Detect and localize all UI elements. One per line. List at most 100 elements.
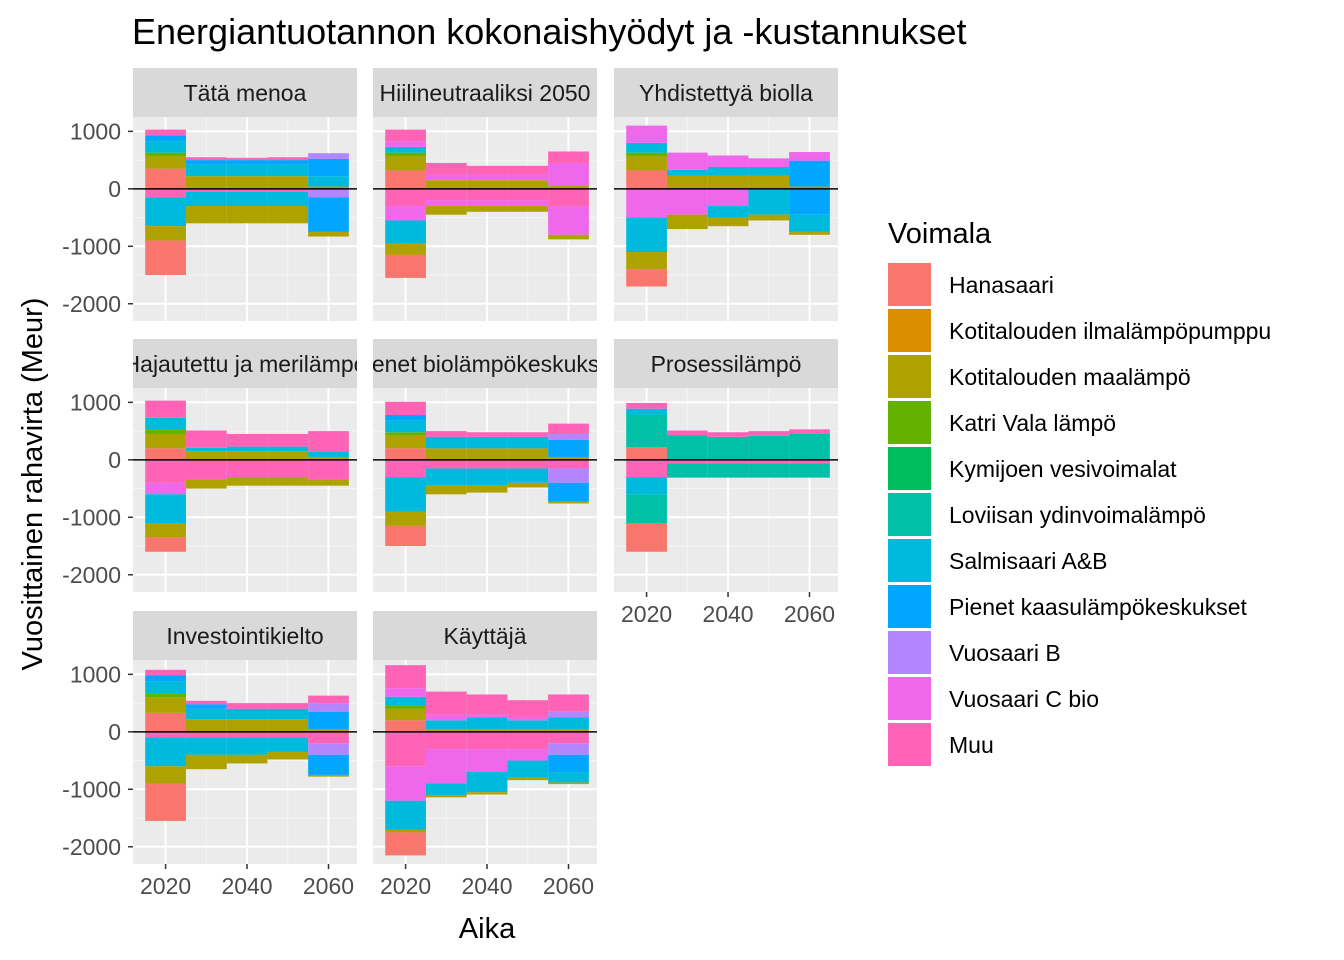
bar-segment-muu: [425, 459, 467, 469]
legend-label: Kotitalouden ilmalämpöpumppu: [949, 318, 1271, 344]
bar-segment-muu: [226, 433, 268, 447]
legend-label: Muu: [949, 732, 994, 758]
bar-segment-vuosaari-c-bio: [507, 200, 549, 207]
bar-segment-kotitalouden-maal-mp: [507, 180, 549, 189]
bar-segment-kotitalouden-maal-mp: [707, 217, 749, 227]
bar-segment-vuosaari-c-bio: [425, 200, 467, 207]
legend-label: Kotitalouden maalämpö: [949, 364, 1191, 390]
bar-segment-loviisan-ydinvoimal-mp: [789, 463, 830, 478]
x-tick-label: 2060: [543, 873, 594, 899]
legend-item-kymijoen-vesivoimalat: Kymijoen vesivoimalat: [888, 447, 1177, 490]
stacked-bars: [626, 402, 830, 552]
bar-segment-kotitalouden-maal-mp: [308, 231, 349, 237]
bar-segment-vuosaari-c-bio: [466, 200, 508, 207]
bar-segment-salmisaari-a-b: [425, 468, 467, 486]
bar-segment-muu: [626, 402, 667, 409]
x-tick-label: 2040: [702, 601, 753, 627]
bar-segment-vuosaari-c-bio: [666, 188, 708, 215]
bar-segment-muu: [507, 700, 549, 718]
bar-segment-kotitalouden-maal-mp: [548, 456, 589, 460]
bar-segment-katri-vala-l-mp: [385, 705, 426, 709]
bar-segment-muu: [548, 731, 589, 744]
bar-segment-kotitalouden-maal-mp: [185, 206, 227, 224]
bar-segment-kotitalouden-maal-mp: [385, 511, 426, 526]
bar-segment-muu: [308, 731, 349, 744]
bar-segment-vuosaari-b: [548, 743, 589, 755]
bar-segment-salmisaari-a-b: [385, 800, 426, 830]
bar-segment-salmisaari-a-b: [308, 451, 349, 457]
bar-segment-muu: [626, 459, 667, 478]
bar-segment-kotitalouden-maal-mp: [789, 231, 830, 235]
bar-segment-salmisaari-a-b: [226, 191, 268, 207]
bar-segment-muu: [748, 431, 790, 436]
stacked-bars: [145, 129, 349, 276]
bar-segment-pienet-kaasul-mp-keskukset: [308, 197, 349, 232]
stacked-bars: [385, 129, 589, 278]
bar-segment-pienet-kaasul-mp-keskukset: [145, 675, 186, 682]
bar-segment-hanasaari: [145, 783, 186, 821]
bar-segment-katri-vala-l-mp: [145, 152, 186, 157]
bar-segment-kotitalouden-maal-mp: [425, 180, 467, 189]
bar-segment-muu: [185, 731, 227, 738]
y-tick-label: -1000: [62, 776, 121, 802]
bar-segment-vuosaari-c-bio: [748, 158, 790, 167]
bar-segment-muu: [425, 431, 467, 437]
legend-swatch: [888, 355, 931, 398]
bar-segment-vuosaari-c-bio: [425, 714, 467, 721]
bar-segment-kotitalouden-maal-mp: [548, 185, 589, 189]
bar-segment-vuosaari-b: [308, 703, 349, 712]
bar-segment-muu: [308, 695, 349, 704]
bar-segment-kotitalouden-maal-mp: [507, 448, 549, 460]
bar-segment-pienet-kaasul-mp-keskukset: [308, 754, 349, 775]
bar-segment-muu: [466, 432, 508, 437]
bar-segment-muu: [385, 665, 426, 689]
bar-segment-salmisaari-a-b: [789, 214, 830, 232]
bar-segment-salmisaari-a-b: [626, 477, 667, 495]
legend-label: Hanasaari: [949, 272, 1054, 298]
bar-segment-kotitalouden-maal-mp: [185, 719, 227, 732]
bar-segment-salmisaari-a-b: [308, 176, 349, 187]
bar-segment-muu: [267, 459, 309, 478]
bar-segment-muu: [666, 430, 708, 436]
bar-segment-kotitalouden-maal-mp: [789, 186, 830, 189]
bar-segment-kotitalouden-maal-mp: [425, 485, 467, 495]
y-tick-label: -2000: [62, 562, 121, 588]
bar-segment-salmisaari-a-b: [507, 760, 549, 778]
bar-segment-vuosaari-c-bio: [548, 206, 589, 235]
bar-segment-kotitalouden-maal-mp: [385, 156, 426, 171]
bar-segment-loviisan-ydinvoimal-mp: [789, 433, 830, 460]
bar-segment-salmisaari-a-b: [707, 206, 749, 218]
bar-segment-muu: [226, 703, 268, 709]
bar-segment-muu: [267, 157, 309, 161]
legend-item-loviisan-ydinvoimal-mp: Loviisan ydinvoimalämpö: [888, 493, 1206, 536]
bar-segment-muu: [385, 188, 426, 207]
x-tick-label: 2020: [621, 601, 672, 627]
bar-segment-kotitalouden-maal-mp: [507, 728, 549, 732]
x-tick-label: 2040: [461, 873, 512, 899]
bar-segment-kotitalouden-maal-mp: [267, 719, 309, 732]
y-tick-label: 1000: [70, 118, 121, 144]
bar-segment-kotitalouden-maal-mp: [308, 728, 349, 732]
bar-segment-salmisaari-a-b: [145, 737, 186, 767]
legend-item-salmisaari-a-b: Salmisaari A&B: [888, 539, 1108, 582]
bar-segment-muu: [507, 459, 549, 469]
bar-segment-vuosaari-c-bio: [466, 714, 508, 718]
x-axis-title: Aika: [459, 913, 516, 945]
bar-segment-kotitalouden-maal-mp: [145, 697, 186, 713]
legend-swatch: [888, 309, 931, 352]
bar-segment-muu: [185, 700, 227, 705]
bar-segment-vuosaari-c-bio: [789, 152, 830, 161]
facet-strip-label: Prosessilämpö: [651, 351, 802, 377]
bar-segment-salmisaari-a-b: [185, 447, 227, 452]
bar-segment-vuosaari-b: [548, 468, 589, 483]
bar-segment-vuosaari-c-bio: [425, 174, 467, 181]
bar-segment-muu: [425, 188, 467, 201]
bar-segment-salmisaari-a-b: [626, 217, 667, 253]
bar-segment-pienet-kaasul-mp-keskukset: [145, 135, 186, 142]
facet-hiilineutraaliksi-2050: Hiilineutraaliksi 2050: [373, 68, 597, 321]
legend-swatch: [888, 677, 931, 720]
bar-segment-vuosaari-b: [548, 433, 589, 440]
bar-segment-salmisaari-a-b: [425, 436, 467, 449]
bar-segment-muu: [226, 188, 268, 192]
